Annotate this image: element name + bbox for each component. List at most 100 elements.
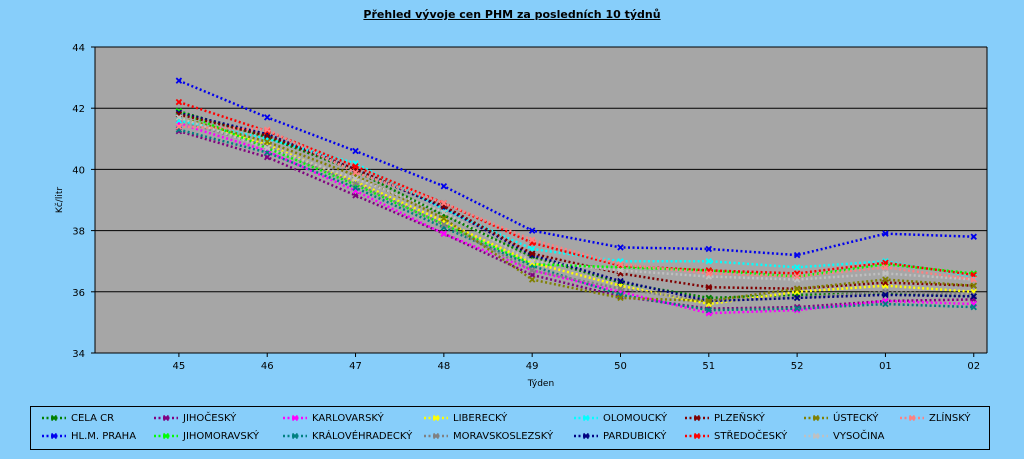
data-point	[263, 144, 271, 152]
legend-label: HL.M. PRAHA	[71, 430, 137, 442]
series-line	[178, 125, 974, 281]
data-point	[440, 221, 448, 228]
legend-item: HL.M. PRAHA	[41, 429, 136, 443]
data-point	[528, 227, 536, 234]
legend-label: LIBERECKÝ	[453, 412, 508, 424]
data-point	[882, 230, 889, 237]
data-point	[528, 267, 536, 274]
chart-area: 34 36 38 40 42 44 45 46 47 48 49 50 51 52 01 02 Týden Kč/…	[54, 43, 988, 389]
series-line	[178, 119, 974, 278]
x-tick-label: 46	[261, 361, 274, 372]
legend-label: ZLÍNSKÝ	[929, 412, 971, 424]
x-tick-label: 48	[437, 361, 450, 372]
data-point	[440, 230, 448, 237]
data-point	[175, 98, 183, 106]
legend: CELA CR HL.M. PRAHA JIHOČESKÝ JIHOMORAVSKÝ K…	[30, 406, 990, 450]
legend-swatch	[42, 414, 66, 422]
legend-swatch	[283, 414, 307, 422]
series-1	[175, 77, 977, 259]
series-line	[178, 129, 974, 310]
legend-item: KRÁLOVÉHRADECKÝ	[282, 429, 412, 443]
data-point	[882, 264, 889, 271]
data-point	[882, 276, 889, 283]
legend-swatch	[900, 414, 924, 422]
legend-swatch	[574, 432, 598, 440]
data-point	[793, 273, 801, 280]
data-point	[793, 305, 801, 312]
data-point	[793, 294, 801, 302]
series-line	[178, 110, 974, 300]
legend-label: OLOMOUCKÝ	[603, 412, 668, 424]
data-point	[263, 138, 271, 146]
x-tick-label: 49	[526, 361, 539, 372]
x-axis-label: Týden	[527, 379, 554, 389]
series-line	[178, 79, 974, 257]
data-point	[705, 297, 713, 305]
legend-item: KARLOVARSKÝ	[282, 411, 384, 425]
data-point	[793, 264, 801, 271]
y-axis-label: Kč/litr	[54, 187, 65, 213]
y-tick-label: 40	[72, 165, 85, 176]
data-point	[617, 244, 624, 251]
data-point	[970, 282, 977, 289]
series-line	[178, 116, 974, 281]
data-point	[882, 291, 889, 299]
legend-item: STŘEDOČESKÝ	[684, 429, 787, 443]
legend-label: JIHOČESKÝ	[183, 412, 237, 424]
legend-item: OLOMOUCKÝ	[573, 411, 667, 425]
data-point	[352, 169, 359, 176]
x-tick-label: 51	[702, 361, 715, 372]
data-point	[705, 283, 713, 291]
data-point	[263, 114, 271, 121]
data-point	[528, 257, 536, 265]
legend-item: PARDUBICKÝ	[573, 429, 666, 443]
data-point	[793, 285, 801, 292]
legend-label: VYSOČINA	[833, 430, 885, 442]
data-point	[705, 257, 713, 265]
legend-item: LIBERECKÝ	[423, 411, 507, 425]
data-point	[528, 250, 536, 257]
legend-label: KARLOVARSKÝ	[312, 412, 384, 424]
legend-swatch	[424, 432, 448, 440]
legend-item: JIHOČESKÝ	[153, 411, 236, 425]
legend-swatch	[154, 414, 178, 422]
data-point	[617, 285, 624, 292]
series-line	[178, 100, 974, 277]
x-tick-label: 52	[791, 361, 804, 372]
legend-item: JIHOMORAVSKÝ	[153, 429, 259, 443]
y-tick-label: 38	[72, 227, 85, 238]
data-point	[970, 303, 977, 311]
legend-item: VYSOČINA	[803, 429, 884, 443]
data-point	[352, 175, 359, 182]
y-tick-label: 36	[72, 288, 85, 299]
data-point	[617, 267, 624, 274]
data-point	[617, 277, 624, 285]
series-line	[178, 110, 974, 278]
legend-swatch	[283, 432, 307, 440]
chart-title: Přehled vývoje cen PHM za posledních 10 …	[363, 8, 661, 21]
y-tick-label: 34	[72, 349, 85, 360]
legend-swatch	[424, 414, 448, 422]
data-point	[175, 114, 183, 121]
y-tick-label: 42	[72, 104, 85, 115]
data-point	[440, 199, 448, 207]
legend-label: KRÁLOVÉHRADECKÝ	[312, 430, 413, 442]
legend-swatch	[685, 414, 709, 422]
legend-swatch	[574, 414, 598, 422]
x-tick-label: 01	[879, 361, 892, 372]
data-point	[970, 293, 977, 300]
series-line	[178, 119, 974, 303]
data-point	[617, 261, 624, 268]
data-point	[175, 123, 183, 130]
data-point	[175, 77, 183, 84]
legend-label: PLZEŇSKÝ	[714, 412, 765, 424]
legend-label: JIHOMORAVSKÝ	[183, 430, 260, 442]
legend-item: PLZEŇSKÝ	[684, 411, 765, 425]
data-point	[882, 300, 889, 308]
plot-background	[95, 47, 987, 353]
legend-swatch	[685, 432, 709, 440]
series-line	[178, 116, 974, 303]
legend-swatch	[154, 432, 178, 440]
series-line	[178, 113, 974, 290]
legend-item: MORAVSKOSLEZSKÝ	[423, 429, 553, 443]
